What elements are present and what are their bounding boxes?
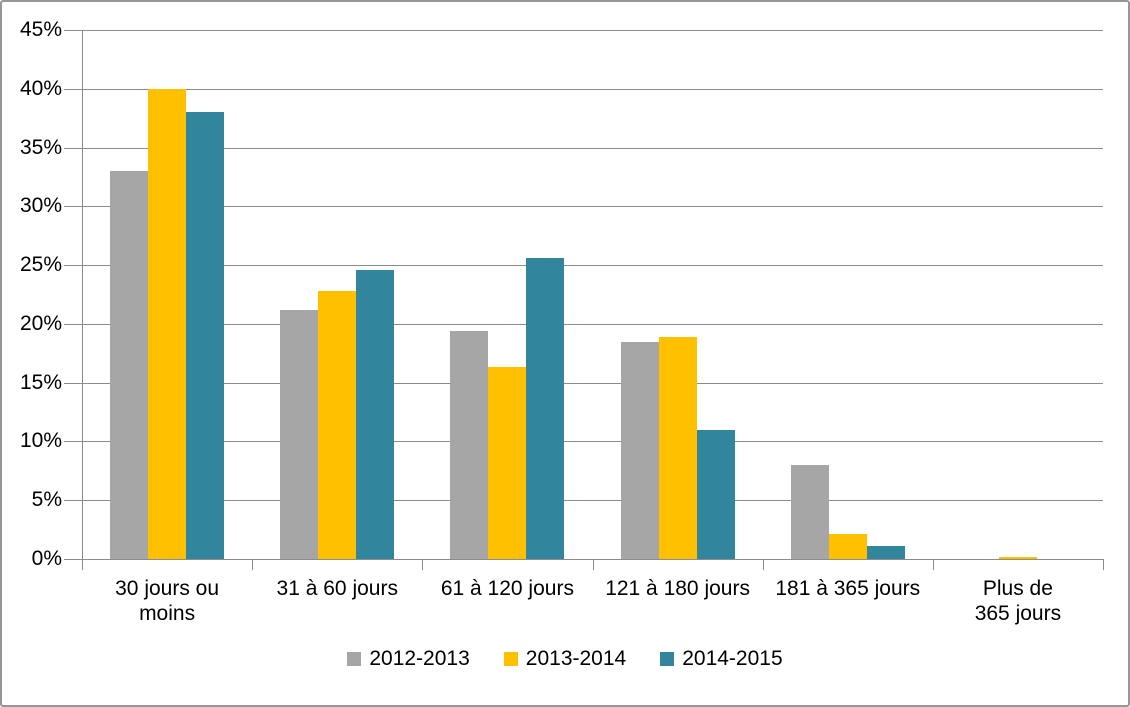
x-axis-category-label: Plus de 365 jours — [974, 577, 1062, 625]
y-axis-tick — [64, 206, 82, 208]
y-axis-tick — [64, 147, 82, 149]
gridline — [82, 265, 1103, 267]
y-axis-tick — [64, 382, 82, 384]
legend: 2012-2013 2013-2014 2014-2015 — [2, 647, 1128, 671]
bar-2014-2015 — [186, 112, 225, 559]
y-axis-tick-label: 40% — [19, 76, 62, 100]
x-axis-tick — [592, 559, 594, 570]
bar-2013-2014 — [318, 290, 357, 559]
x-axis-tick — [1103, 559, 1104, 570]
legend-swatch-icon — [347, 652, 362, 666]
bar-2012-2013 — [790, 464, 829, 559]
x-axis-category-label: 121 à 180 jours — [605, 577, 750, 600]
bar-2013-2014 — [148, 88, 187, 559]
gridline — [82, 500, 1103, 502]
bar-2012-2013 — [280, 309, 319, 559]
legend-label: 2013-2014 — [525, 647, 627, 670]
x-axis-category-label: 30 jours ou moins — [115, 577, 220, 625]
y-axis-tick-label: 30% — [19, 194, 62, 218]
legend-swatch-icon — [660, 652, 675, 666]
y-axis-tick — [64, 88, 82, 90]
y-axis-tick-label: 5% — [31, 488, 62, 512]
bar-2014-2015 — [696, 429, 735, 559]
y-axis-tick-label: 35% — [19, 135, 62, 159]
x-axis-tick — [82, 559, 83, 570]
gridline — [82, 147, 1103, 149]
bar-2013-2014 — [488, 367, 527, 559]
bar-2012-2013 — [620, 341, 659, 559]
y-axis-tick-label: 10% — [19, 429, 62, 453]
gridline — [82, 206, 1103, 208]
x-axis-tick — [762, 559, 764, 570]
x-axis-category-label: 181 à 365 jours — [775, 577, 921, 600]
y-axis-tick — [64, 265, 82, 267]
x-axis-category-label: 61 à 120 jours — [440, 577, 574, 600]
bar-2014-2015 — [526, 258, 565, 559]
bar-2013-2014 — [998, 556, 1037, 559]
bar-2014-2015 — [866, 546, 905, 559]
y-axis-tick — [64, 441, 82, 443]
gridline — [82, 323, 1103, 325]
bar-2013-2014 — [658, 336, 697, 559]
legend-item-2014-2015: 2014-2015 — [660, 647, 783, 671]
y-axis-tick-label: 20% — [19, 311, 62, 335]
x-axis-category-label: 31 à 60 jours — [276, 577, 398, 600]
gridline — [82, 88, 1103, 90]
bar-2012-2013 — [450, 330, 489, 559]
gridline — [82, 382, 1103, 384]
legend-label: 2012-2013 — [369, 647, 470, 670]
bar-2012-2013 — [110, 171, 149, 559]
y-axis-tick-label: 25% — [19, 253, 62, 277]
x-axis-tick — [422, 559, 424, 570]
y-axis-tick-label: 0% — [31, 547, 62, 570]
y-axis-tick-label: 15% — [19, 370, 62, 394]
y-axis-tick — [64, 500, 82, 502]
bar-2013-2014 — [828, 534, 867, 559]
y-axis-tick-label: 45% — [19, 18, 62, 41]
y-axis-tick — [64, 30, 82, 31]
legend-item-2012-2013: 2012-2013 — [347, 647, 470, 671]
y-axis-line — [82, 30, 83, 570]
gridline — [82, 30, 1103, 31]
x-axis-tick — [932, 559, 934, 570]
y-axis-tick — [64, 323, 82, 325]
legend-swatch-icon — [503, 652, 518, 666]
bar-2014-2015 — [356, 269, 395, 559]
legend-label: 2014-2015 — [682, 647, 783, 670]
x-axis-tick — [252, 559, 254, 570]
y-axis-tick — [64, 559, 82, 560]
gridline — [82, 441, 1103, 443]
legend-item-2013-2014: 2013-2014 — [503, 647, 627, 671]
